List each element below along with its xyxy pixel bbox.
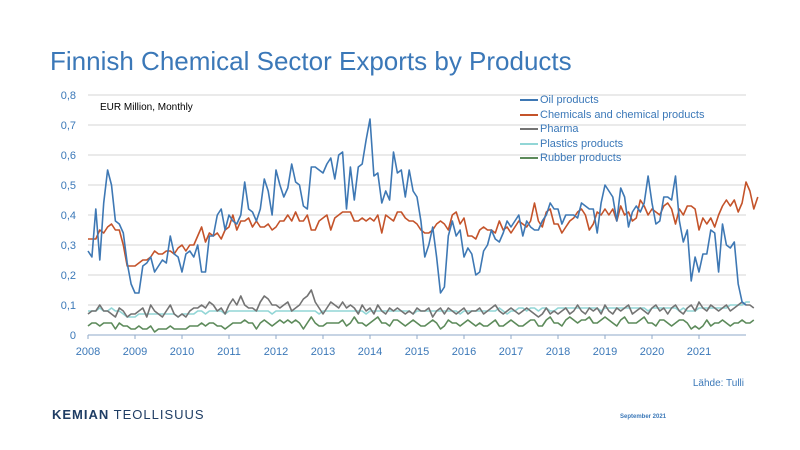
x-tick-label: 2017 — [499, 346, 523, 358]
y-axis-ticks: 0 0,1 0,2 0,3 0,4 0,5 0,6 0,7 0,8 — [61, 90, 76, 342]
x-tick-label: 2016 — [452, 346, 476, 358]
x-tick-label: 2010 — [170, 346, 194, 358]
legend-item-chemicals: Chemicals and chemical products — [520, 108, 704, 123]
x-tick-label: 2012 — [264, 346, 288, 358]
x-tick-label: 2008 — [76, 346, 100, 358]
x-axis-ticks: 2008 2009 2010 2011 2012 2013 2014 2015 2016 2017… — [76, 335, 711, 358]
report-date: September 2021 — [620, 414, 667, 420]
y-tick-label: 0,2 — [61, 270, 76, 282]
x-tick-label: 2014 — [358, 346, 382, 358]
legend-label-rubber: Rubber products — [540, 152, 622, 165]
series-line-chemicals-and-chemical-products — [88, 181, 759, 267]
legend-swatch-oil — [520, 99, 538, 102]
y-tick-label: 0,6 — [61, 150, 76, 162]
logo-rest-text: TEOLLISUUS — [109, 407, 205, 422]
legend-label-pharma: Pharma — [540, 123, 579, 136]
x-tick-label: 2009 — [123, 346, 147, 358]
legend-item-rubber: Rubber products — [520, 151, 704, 166]
legend-label-oil: Oil products — [540, 94, 599, 107]
x-tick-label: 2020 — [640, 346, 664, 358]
y-tick-label: 0,8 — [61, 90, 76, 102]
legend-item-pharma: Pharma — [520, 122, 704, 137]
y-tick-label: 0,4 — [61, 210, 76, 222]
legend-label-chemicals: Chemicals and chemical products — [540, 108, 705, 121]
legend-swatch-plastics — [520, 142, 538, 145]
series-line-oil-products — [87, 118, 747, 306]
x-tick-label: 2019 — [593, 346, 617, 358]
company-logo: KEMIAN TEOLLISUUS — [52, 407, 205, 422]
y-tick-label: 0,1 — [61, 300, 76, 312]
x-tick-label: 2021 — [687, 346, 711, 358]
y-tick-label: 0,3 — [61, 240, 76, 252]
series-line-rubber-products — [87, 316, 755, 333]
y-tick-label: 0 — [70, 330, 76, 342]
x-tick-label: 2018 — [546, 346, 570, 358]
legend-item-plastics: Plastics products — [520, 137, 704, 152]
source-note: Lähde: Tulli — [692, 378, 744, 389]
y-tick-label: 0,5 — [61, 180, 76, 192]
legend-label-plastics: Plastics products — [540, 137, 624, 150]
legend-swatch-chemicals — [520, 113, 538, 116]
y-tick-label: 0,7 — [61, 120, 76, 132]
x-tick-label: 2011 — [217, 346, 241, 358]
chart-series — [87, 118, 759, 333]
unit-label: EUR Million, Monthly — [100, 102, 193, 113]
logo-bold-text: KEMIAN — [52, 407, 110, 422]
legend-swatch-rubber — [520, 157, 538, 160]
page-title: Finnish Chemical Sector Exports by Produ… — [50, 46, 572, 76]
x-tick-label: 2013 — [311, 346, 335, 358]
chart-legend: Oil products Chemicals and chemical prod… — [520, 93, 704, 166]
x-tick-label: 2015 — [405, 346, 429, 358]
series-line-pharma — [87, 289, 755, 318]
legend-swatch-pharma — [520, 128, 538, 131]
legend-item-oil: Oil products — [520, 93, 704, 108]
